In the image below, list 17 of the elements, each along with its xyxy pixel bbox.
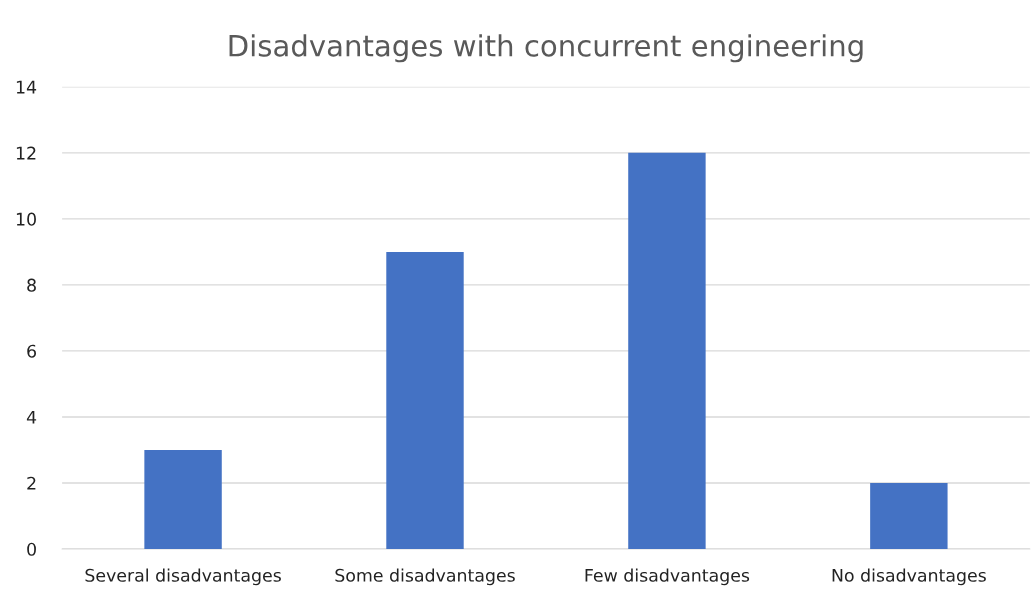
bar [386,251,464,549]
x-tick-label: Some disadvantages [335,568,515,586]
chart-title: Disadvantages with concurrent engineering [229,34,863,63]
y-tick-label: 8 [27,278,36,292]
y-tick-label: 6 [27,344,37,358]
bar [628,152,706,549]
y-tick-label: 12 [16,146,36,160]
y-tick-label: 4 [26,410,37,424]
x-tick-label: Few disadvantages [585,568,750,586]
x-tick-label: No disadvantages [832,568,986,586]
bar [870,482,948,549]
y-tick-label: 14 [16,80,37,94]
y-tick-label: 2 [27,476,36,490]
x-tick-label: Several disadvantages [85,568,281,586]
y-tick-label: 10 [16,212,36,226]
bar [144,449,222,549]
y-tick-label: 0 [27,542,36,556]
